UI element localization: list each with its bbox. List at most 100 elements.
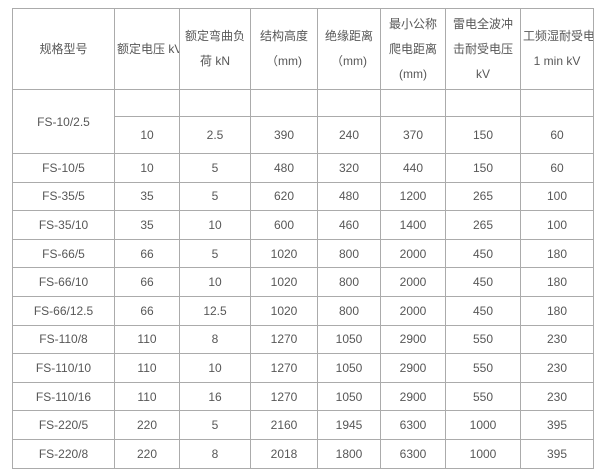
header-line: (mm) (399, 66, 427, 81)
value-cell: 230 (520, 324, 594, 355)
header-cell-rated-bending-load: 额定弯曲负荷 kN (179, 8, 251, 90)
value-cell: 180 (520, 267, 594, 297)
table-row: FS-220/8 220 8 2018 1800 6300 1000 395 (12, 438, 594, 469)
value-cell: 2900 (380, 324, 446, 355)
value-cell: 370 (380, 116, 446, 154)
value-cell: 395 (520, 410, 594, 440)
header-line: 爬电距离 (388, 41, 437, 56)
table-row: FS-35/10 35 10 600 460 1400 265 100 (12, 210, 594, 240)
value-cell: 16 (179, 381, 251, 412)
value-cell: 550 (445, 381, 521, 412)
model-cell: FS-66/5 (12, 238, 115, 269)
value-cell: 66 (114, 238, 180, 269)
header-line: 结构高度 (259, 29, 308, 43)
value-cell: 10 (114, 116, 180, 154)
value-cell: 150 (445, 116, 521, 154)
value-cell: 395 (520, 438, 594, 469)
value-cell: 66 (114, 267, 180, 297)
value-cell: 1000 (445, 438, 521, 469)
empty-cell (380, 89, 446, 117)
table-row: FS-10/2.5 (12, 89, 594, 154)
value-cell: 60 (520, 153, 594, 183)
header-row: 规格型号 额定电压 kV 额定弯曲负荷 kN 结构高度 （mm) 绝缘距离 （mm) 最小公称… (12, 8, 594, 90)
value-cell: 5 (179, 410, 251, 440)
empty-cell (250, 89, 318, 117)
value-cell: 1945 (317, 410, 381, 440)
model-cell: FS-35/10 (12, 210, 115, 240)
empty-cell (445, 89, 521, 117)
value-cell: 110 (114, 381, 180, 412)
value-cell: 5 (179, 181, 251, 212)
table-body: FS-10/2.5 10 2.5 390 240 370 150 60 FS-10/5 10 5 48… (12, 89, 594, 469)
value-cell: 1020 (250, 267, 318, 297)
value-cell: 550 (445, 324, 521, 355)
value-cell: 1050 (317, 353, 381, 383)
table-row: 10 2.5 390 240 370 150 60 (13, 116, 594, 154)
model-cell: FS-66/12.5 (12, 295, 115, 326)
value-cell: 8 (179, 438, 251, 469)
value-cell: 480 (317, 181, 381, 212)
table-row: FS-35/5 35 5 620 480 1200 265 100 (12, 181, 594, 212)
value-cell: 5 (179, 238, 251, 269)
table-row: FS-110/8 110 8 1270 1050 2900 550 230 (12, 324, 594, 355)
value-cell: 1400 (380, 210, 446, 240)
value-cell: 220 (114, 438, 180, 469)
value-cell: 450 (445, 267, 521, 297)
model-cell: FS-220/5 (12, 410, 115, 440)
value-cell: 230 (520, 381, 594, 412)
value-cell: 1270 (250, 324, 318, 355)
header-cell-model: 规格型号 (12, 8, 115, 90)
value-cell: 600 (250, 210, 318, 240)
header-cell-rated-voltage: 额定电压 kV (114, 8, 180, 90)
value-cell: 100 (520, 181, 594, 212)
value-cell: 110 (114, 353, 180, 383)
model-cell: FS-10/2.5 (12, 89, 115, 154)
value-cell: 150 (445, 153, 521, 183)
value-cell: 2.5 (179, 116, 251, 154)
table-row: FS-66/12.5 66 12.5 1020 800 2000 450 180 (12, 295, 594, 326)
value-cell: 2900 (380, 381, 446, 412)
header-line: 额定电压 kV (117, 41, 180, 56)
header-line: 额定弯曲负 (184, 29, 245, 43)
header-line: 工频湿耐受电压 (523, 29, 593, 43)
value-cell: 230 (520, 353, 594, 383)
value-cell: 100 (520, 210, 594, 240)
model-cell: FS-110/8 (12, 324, 115, 355)
value-cell: 1270 (250, 353, 318, 383)
value-cell: 390 (250, 116, 318, 154)
value-cell: 10 (114, 153, 180, 183)
value-cell: 220 (114, 410, 180, 440)
value-cell: 1000 (445, 410, 521, 440)
value-cell: 1020 (250, 295, 318, 326)
model-cell: FS-110/16 (12, 381, 115, 412)
value-cell: 480 (250, 153, 318, 183)
value-cell: 2000 (380, 238, 446, 269)
table-row: FS-66/10 66 10 1020 800 2000 450 180 (12, 267, 594, 297)
empty-cell (114, 89, 180, 117)
header-line: kV (475, 66, 490, 81)
value-cell: 265 (445, 181, 521, 212)
value-cell: 240 (317, 116, 381, 154)
value-cell: 800 (317, 238, 381, 269)
model-cell: FS-10/5 (12, 153, 115, 183)
table-row: FS-110/16 110 16 1270 1050 2900 550 230 (12, 381, 594, 412)
value-cell: 1050 (317, 381, 381, 412)
header-line: 绝缘距离 (324, 29, 373, 43)
value-cell: 450 (445, 238, 521, 269)
empty-cell (520, 89, 594, 117)
model-cell: FS-110/10 (12, 353, 115, 383)
table-row: FS-110/10 110 10 1270 1050 2900 550 230 (12, 353, 594, 383)
header-line: 最小公称 (388, 16, 437, 31)
value-cell: 2018 (250, 438, 318, 469)
header-cell-structure-height: 结构高度 （mm) (250, 8, 318, 90)
header-line: （mm) (331, 54, 367, 68)
value-cell: 12.5 (179, 295, 251, 326)
value-cell: 1020 (250, 238, 318, 269)
value-cell: 2000 (380, 295, 446, 326)
header-cell-min-nominal-creepage: 最小公称爬电距离 (mm) (380, 8, 446, 90)
value-cell: 550 (445, 353, 521, 383)
value-cell: 800 (317, 267, 381, 297)
insulator-spec-table: 规格型号 额定电压 kV 额定弯曲负荷 kN 结构高度 （mm) 绝缘距离 （mm) 最小公称… (12, 8, 594, 469)
table-row: FS-66/5 66 5 1020 800 2000 450 180 (12, 238, 594, 269)
